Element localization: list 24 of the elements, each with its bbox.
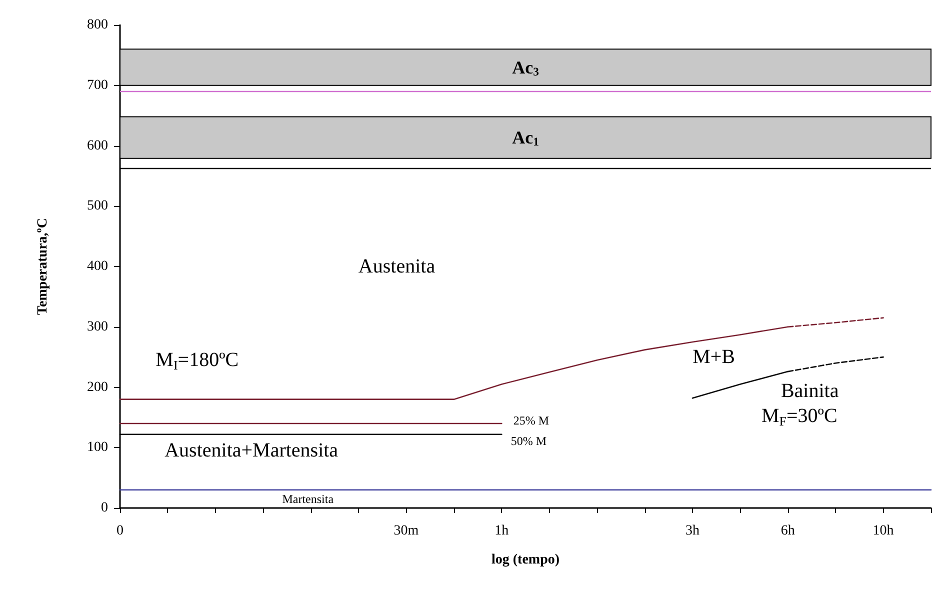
x-axis-title: log (tempo) <box>491 552 560 568</box>
y-tick-label: 700 <box>87 78 108 93</box>
y-tick-label: 800 <box>87 18 108 32</box>
x-tick-label: 10h <box>872 524 894 538</box>
x-tick-label: 0 <box>116 524 124 538</box>
y-tick-label: 600 <box>87 138 108 154</box>
y-tick-label: 0 <box>101 500 108 516</box>
annotation: 50% M <box>510 434 547 448</box>
y-tick-label: 400 <box>87 259 108 274</box>
annotation: Martensita <box>282 492 334 506</box>
annotation: 25% M <box>513 414 550 428</box>
x-tick-label: 3h <box>685 524 700 538</box>
y-tick-label: 200 <box>87 380 108 395</box>
y-axis-title: Temperatura,ºC <box>36 218 50 316</box>
x-tick-label: 1h <box>494 524 509 538</box>
annotation: Austenita <box>358 256 436 278</box>
x-tick-label: 30m <box>394 524 419 538</box>
annotation: Bainita <box>780 380 839 402</box>
annotation: Austenita+Martensita <box>164 440 338 462</box>
y-tick-label: 500 <box>87 198 108 214</box>
x-tick-label: 6h <box>780 524 795 538</box>
y-tick-label: 100 <box>87 440 108 456</box>
annotation: M+B <box>692 346 735 368</box>
y-tick-label: 300 <box>87 319 108 334</box>
